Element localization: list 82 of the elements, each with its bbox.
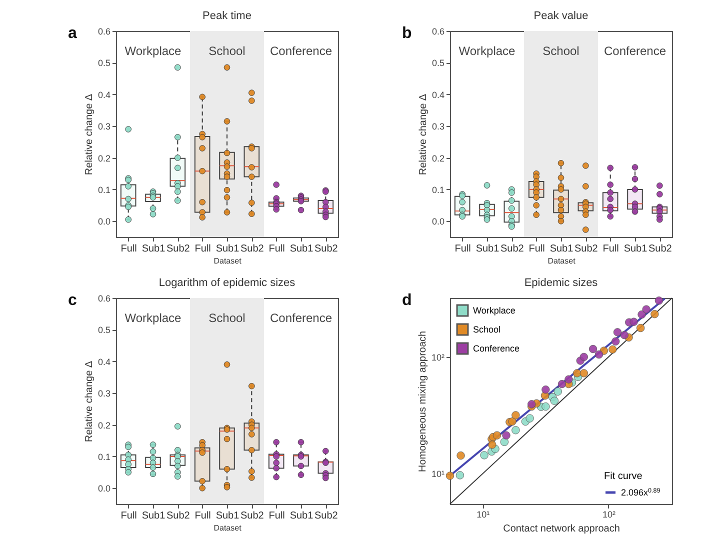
chart-title: Epidemic sizes xyxy=(524,277,598,289)
x-tick-label: Sub2 xyxy=(240,244,264,254)
y-axis-title: Homogeneous mixing approach xyxy=(417,330,428,472)
text: c xyxy=(68,292,77,309)
x-tick-label: Sub2 xyxy=(240,510,264,522)
x-tick-label: Full xyxy=(602,244,619,254)
chart-title: Logarithm of epidemic sizes xyxy=(158,277,296,289)
x-tick-label: Sub1 xyxy=(290,244,314,254)
y-tick-label: 0.6 xyxy=(98,294,110,304)
y-tick-label: 0.2 xyxy=(98,420,110,430)
y-tick-label: 0.4 xyxy=(98,356,110,367)
legend-label: Conference xyxy=(473,344,520,354)
x-tick-label: Full xyxy=(120,510,137,522)
x-tick-label: Sub2 xyxy=(574,244,598,254)
x-tick-label: Full xyxy=(120,244,137,254)
y-tick-label: 0.4 xyxy=(432,90,444,100)
y-tick-label: 0.2 xyxy=(98,153,110,164)
annotation: Conference xyxy=(270,311,332,325)
y-tick-label: 0.3 xyxy=(98,388,110,399)
chart-title: Peak time xyxy=(202,10,252,22)
y-tick-label: 0.3 xyxy=(98,122,110,132)
x-tick-label: Sub1 xyxy=(624,244,648,254)
annotation: Workplace xyxy=(124,44,182,58)
x-tick-label: 10² xyxy=(602,510,616,520)
y-tick-label: 0.1 xyxy=(432,184,444,195)
x-tick-label: Full xyxy=(194,244,211,254)
x-tick-label: Sub1 xyxy=(476,244,500,254)
x-tick-label: Sub2 xyxy=(500,244,524,254)
x-axis-title: Dataset xyxy=(548,256,576,266)
y-tick-label: 0.5 xyxy=(98,58,110,68)
y-tick-label: 0.0 xyxy=(98,484,110,494)
y-tick-label: 0.4 xyxy=(98,90,110,100)
x-tick-label: Full xyxy=(194,510,211,522)
y-tick-label: 0.5 xyxy=(432,58,444,68)
y-tick-label: 10¹ xyxy=(431,469,444,480)
annotation: School xyxy=(208,44,246,58)
y-axis-title: Relative change Δ xyxy=(84,360,95,442)
y-tick-label: 0.2 xyxy=(432,153,444,164)
x-tick-label: Sub1 xyxy=(550,244,574,254)
y-tick-label: 0.3 xyxy=(432,122,444,132)
x-axis-title: Contact network approach xyxy=(503,524,620,534)
x-tick-label: Sub2 xyxy=(166,510,190,522)
x-tick-label: Full xyxy=(528,244,545,254)
x-tick-label: Sub1 xyxy=(290,510,314,522)
legend-label: School xyxy=(473,324,501,334)
x-tick-label: Sub1 xyxy=(142,244,166,254)
y-tick-label: 10² xyxy=(431,352,444,362)
y-axis-title: Relative change Δ xyxy=(418,94,429,176)
y-tick-label: 0.5 xyxy=(98,325,110,336)
x-tick-label: Full xyxy=(268,244,285,254)
text: a xyxy=(68,25,77,42)
legend-label: 2.096x$^{0.89}$ xyxy=(621,487,661,498)
annotation: Workplace xyxy=(458,44,516,58)
y-tick-label: 0.6 xyxy=(98,26,110,36)
x-axis-title: Dataset xyxy=(214,524,242,532)
y-tick-label: 0.0 xyxy=(98,216,110,227)
x-tick-label: Sub2 xyxy=(166,244,190,254)
legend-title: Fit curve xyxy=(604,471,643,482)
annotation: School xyxy=(208,311,246,325)
y-tick-label: 0.0 xyxy=(432,216,444,227)
x-tick-label: Sub1 xyxy=(216,244,240,254)
x-tick-label: Sub2 xyxy=(314,244,338,254)
x-tick-label: 10¹ xyxy=(476,510,490,520)
x-tick-label: Full xyxy=(454,244,471,254)
x-tick-label: Sub1 xyxy=(216,510,240,522)
y-axis-title: Relative change Δ xyxy=(84,94,95,176)
annotation: School xyxy=(542,44,580,58)
y-tick-label: 0.6 xyxy=(432,26,444,36)
annotation: Workplace xyxy=(124,311,182,325)
text: d xyxy=(402,292,412,309)
y-tick-label: 0.1 xyxy=(98,184,110,195)
y-tick-label: 0.1 xyxy=(98,452,110,462)
x-tick-label: Full xyxy=(268,510,285,522)
x-tick-label: Sub2 xyxy=(314,510,338,522)
text: b xyxy=(402,25,412,42)
annotation: Conference xyxy=(270,44,332,58)
annotation: Conference xyxy=(604,44,666,58)
x-axis-title: Dataset xyxy=(214,256,242,266)
x-tick-label: Sub1 xyxy=(142,510,166,522)
legend-label: Workplace xyxy=(473,306,516,316)
chart-title: Peak value xyxy=(534,10,588,22)
x-tick-label: Sub2 xyxy=(648,244,672,254)
